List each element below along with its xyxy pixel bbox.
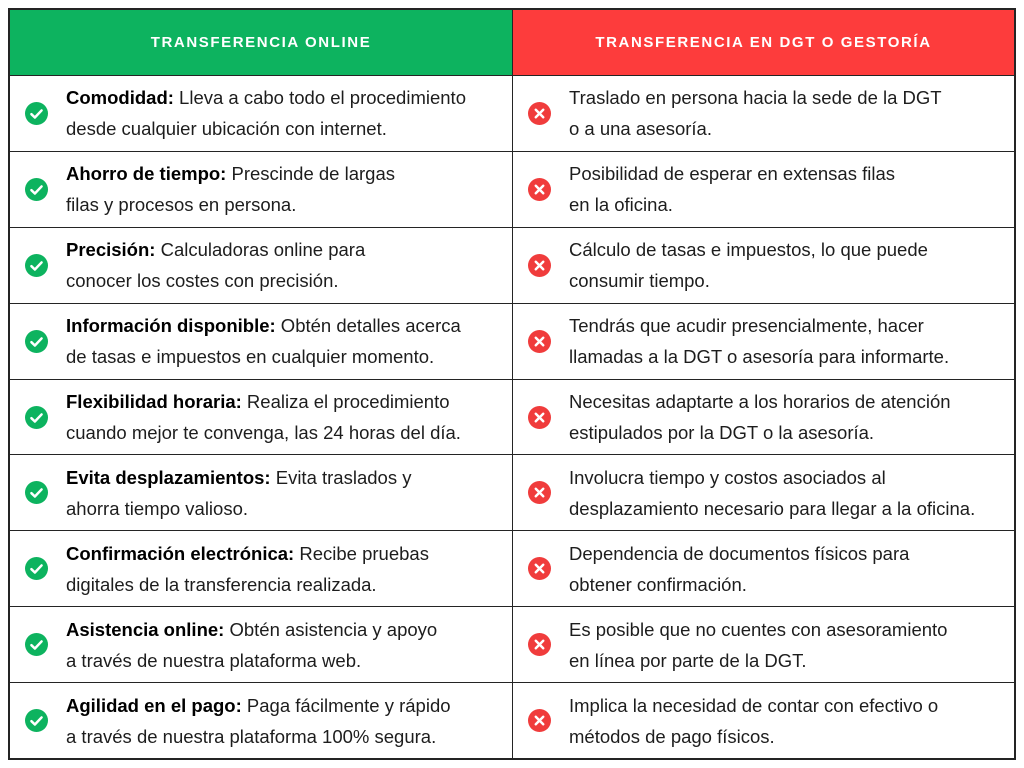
online-column-header: TRANSFERENCIA ONLINE: [10, 10, 512, 75]
table-row: Asistencia online: Obtén asistencia y ap…: [10, 606, 1014, 683]
check-circle-icon: [25, 329, 48, 353]
benefit-text: Información disponible: Obtén detalles a…: [66, 315, 461, 368]
check-circle-icon: [25, 253, 48, 277]
drawback-text: Posibilidad de esperar en extensas filas…: [569, 163, 895, 216]
drawback-text: Dependencia de documentos físicos para ob…: [569, 542, 910, 595]
benefit-text: Ahorro de tiempo: Prescinde de largas fil…: [66, 163, 395, 216]
check-circle-icon: [25, 557, 48, 581]
drawback-text: Traslado en persona hacia la sede de la …: [569, 87, 942, 140]
x-circle-icon: [528, 481, 551, 505]
x-circle-icon: [528, 557, 551, 581]
check-circle-icon: [25, 405, 48, 429]
check-circle-icon: [25, 481, 48, 505]
dgt-cell: Cálculo de tasas e impuestos, lo que pue…: [512, 227, 1014, 303]
dgt-cell: Tendrás que acudir presencialmente, hace…: [512, 303, 1014, 379]
x-circle-icon: [528, 177, 551, 201]
x-circle-icon: [528, 253, 551, 277]
online-cell: Agilidad en el pago: Paga fácilmente y r…: [10, 683, 512, 758]
dgt-cell: Involucra tiempo y costos asociados al de…: [512, 455, 1014, 531]
benefit-text: Agilidad en el pago: Paga fácilmente y r…: [66, 694, 451, 747]
benefit-text: Asistencia online: Obtén asistencia y ap…: [66, 618, 438, 671]
online-cell: Información disponible: Obtén detalles a…: [10, 304, 512, 379]
dgt-cell: Traslado en persona hacia la sede de la …: [512, 76, 1014, 151]
table-row: Evita desplazamientos: Evita traslados y…: [10, 454, 1014, 531]
dgt-cell: Dependencia de documentos físicos para ob…: [512, 531, 1014, 607]
benefit-text: Confirmación electrónica: Recibe pruebas…: [66, 542, 429, 595]
dgt-cell: Posibilidad de esperar en extensas filas…: [512, 151, 1014, 227]
drawback-text: Involucra tiempo y costos asociados al de…: [569, 466, 976, 519]
table-row: Comodidad: Lleva a cabo todo el procedim…: [10, 75, 1014, 151]
x-circle-icon: [528, 329, 551, 353]
benefit-text: Comodidad: Lleva a cabo todo el procedim…: [66, 87, 466, 140]
check-circle-icon: [25, 633, 48, 657]
dgt-column-header: TRANSFERENCIA EN DGT O GESTORÍA: [512, 10, 1014, 75]
check-circle-icon: [25, 709, 48, 733]
x-circle-icon: [528, 633, 551, 657]
table-row: Flexibilidad horaria: Realiza el procedi…: [10, 378, 1014, 455]
online-cell: Comodidad: Lleva a cabo todo el procedim…: [10, 76, 512, 151]
online-cell: Evita desplazamientos: Evita traslados y…: [10, 455, 512, 530]
table-row: Información disponible: Obtén detalles a…: [10, 302, 1014, 379]
online-header-label: TRANSFERENCIA ONLINE: [150, 34, 372, 51]
table-row: Confirmación electrónica: Recibe pruebas…: [10, 530, 1014, 607]
online-cell: Asistencia online: Obtén asistencia y ap…: [10, 607, 512, 682]
dgt-cell: Necesitas adaptarte a los horarios de at…: [512, 379, 1014, 455]
check-circle-icon: [25, 101, 48, 125]
dgt-cell: Es posible que no cuentes con asesoramie…: [512, 607, 1014, 683]
drawback-text: Es posible que no cuentes con asesoramie…: [569, 618, 948, 671]
benefit-text: Evita desplazamientos: Evita traslados y…: [66, 466, 412, 519]
comparison-table: TRANSFERENCIA ONLINE TRANSFERENCIA EN DG…: [8, 8, 1016, 760]
table-header: TRANSFERENCIA ONLINE TRANSFERENCIA EN DG…: [10, 10, 1014, 75]
table-row: Agilidad en el pago: Paga fácilmente y r…: [10, 682, 1014, 759]
online-cell: Flexibilidad horaria: Realiza el procedi…: [10, 380, 512, 455]
x-circle-icon: [528, 709, 551, 733]
table-row: Precisión: Calculadoras online para conoc…: [10, 226, 1014, 303]
online-cell: Confirmación electrónica: Recibe pruebas…: [10, 531, 512, 606]
dgt-header-label: TRANSFERENCIA EN DGT O GESTORÍA: [595, 34, 932, 51]
online-cell: Ahorro de tiempo: Prescinde de largas fil…: [10, 152, 512, 227]
check-circle-icon: [25, 177, 48, 201]
x-circle-icon: [528, 101, 551, 125]
drawback-text: Necesitas adaptarte a los horarios de at…: [569, 391, 951, 443]
online-cell: Precisión: Calculadoras online para conoc…: [10, 228, 512, 303]
x-circle-icon: [528, 405, 551, 429]
benefit-text: Flexibilidad horaria: Realiza el procedi…: [66, 391, 461, 443]
dgt-cell: Implica la necesidad de contar con efect…: [512, 683, 1014, 759]
drawback-text: Tendrás que acudir presencialmente, hace…: [569, 315, 950, 368]
drawback-text: Implica la necesidad de contar con efect…: [569, 694, 939, 747]
benefit-text: Precisión: Calculadoras online para conoc…: [66, 239, 366, 292]
drawback-text: Cálculo de tasas e impuestos, lo que pue…: [569, 239, 928, 292]
table-row: Ahorro de tiempo: Prescinde de largas fil…: [10, 150, 1014, 227]
